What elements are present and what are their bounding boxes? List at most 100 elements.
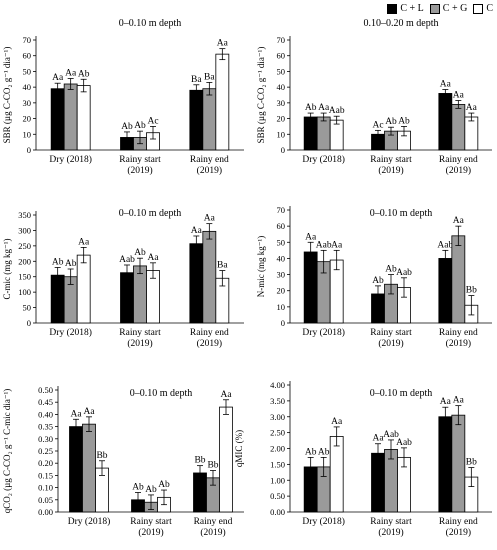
- bar: [329, 436, 344, 513]
- x-tick-label: Rainy start: [119, 328, 161, 338]
- data-label: Aab: [396, 268, 412, 278]
- y-tick-label: 70: [23, 35, 32, 45]
- y-tick-label: 60: [23, 51, 32, 61]
- data-label: Aa: [83, 407, 95, 417]
- data-label: Ab: [158, 480, 170, 490]
- x-tick-label: Rainy end: [439, 155, 478, 165]
- y-tick-label: 50: [23, 66, 32, 76]
- data-label: Aa: [220, 390, 232, 400]
- data-label: Aab: [437, 240, 453, 250]
- data-label: Ac: [372, 120, 383, 130]
- x-tick-label: (2019): [378, 338, 403, 349]
- legend-swatch-cl: [387, 3, 398, 14]
- y-tick-label: 20: [23, 114, 32, 124]
- data-label: Aa: [70, 409, 82, 419]
- y-tick-label: 0.45: [38, 397, 53, 407]
- y-tick-label: 0.30: [38, 434, 53, 444]
- data-label: Aa: [78, 237, 90, 247]
- y-tick-label: 20: [277, 114, 286, 124]
- data-label: Ab: [305, 447, 317, 457]
- data-label: Bb: [466, 458, 477, 468]
- y-tick-label: 50: [23, 303, 32, 313]
- x-tick-label: (2019): [197, 165, 222, 176]
- y-axis-label: C-mic (mg kg⁻¹): [2, 239, 12, 300]
- x-tick-label: (2019): [127, 165, 152, 176]
- bar: [69, 426, 83, 513]
- bar: [464, 116, 479, 151]
- data-label: Bb: [96, 451, 107, 461]
- y-tick-label: 0: [281, 318, 285, 328]
- y-tick-label: 10: [23, 129, 32, 139]
- bar: [82, 423, 96, 513]
- data-label: Aab: [383, 430, 399, 440]
- y-tick-label: 10: [277, 302, 286, 312]
- x-tick-label: Dry (2018): [302, 154, 344, 165]
- y-tick-label: 30: [277, 98, 286, 108]
- x-tick-label: Dry (2018): [302, 516, 344, 527]
- data-label: Aa: [147, 253, 159, 263]
- chart-title: 0–0.10 m depth: [370, 388, 433, 399]
- y-tick-label: 0.35: [38, 422, 53, 432]
- y-tick-label: 3.00: [270, 412, 285, 422]
- x-tick-label: Rainy end: [439, 517, 478, 527]
- chart-panel-6: 0–0.10 m depth qMIC (%) 0.00 0.50 1.00 1.50 2.…: [234, 380, 492, 538]
- data-label: Aab: [316, 240, 332, 250]
- data-label: Ab: [372, 276, 384, 286]
- data-label: Aa: [372, 434, 384, 444]
- bar: [438, 93, 453, 151]
- data-label: Aa: [65, 69, 77, 79]
- data-label: Aa: [331, 417, 343, 427]
- x-tick-label: Rainy end: [190, 155, 229, 165]
- data-label: Aa: [453, 396, 465, 406]
- legend-item-c: C: [473, 3, 493, 14]
- data-label: Ab: [134, 248, 146, 258]
- y-tick-label: 60: [277, 51, 286, 61]
- y-tick-label: 20: [277, 286, 286, 296]
- data-label: Aa: [331, 240, 343, 250]
- y-tick-label: 1.00: [270, 475, 285, 485]
- chart-title: 0.10–0.20 m depth: [364, 18, 439, 29]
- y-tick-label: 0.00: [270, 507, 285, 517]
- y-tick-label: 0.05: [38, 495, 53, 505]
- data-label: Ab: [318, 447, 330, 457]
- chart-panel-2: 0.10–0.20 m depth SBR (µg C-CO₂ g⁻¹ dia⁻¹…: [256, 18, 492, 176]
- y-axis-label: SBR (µg C-CO₂ g⁻¹ dia⁻¹): [2, 47, 12, 144]
- bar: [133, 265, 147, 324]
- y-axis-label: N-mic (mg kg⁻¹): [256, 236, 266, 297]
- x-tick-label: Rainy start: [370, 517, 412, 527]
- data-label: Aab: [119, 255, 135, 265]
- bar: [76, 254, 91, 324]
- x-tick-label: Dry (2018): [302, 327, 344, 338]
- chart-title: 0–0.10 m depth: [119, 208, 182, 219]
- data-label: Ab: [121, 122, 133, 132]
- data-label: Ab: [398, 116, 410, 126]
- y-axis-label: SBR (µg C-CO₂ g⁻¹ dia⁻¹): [256, 47, 266, 144]
- data-label: Ab: [385, 265, 397, 275]
- legend-item-cg: C + G: [429, 3, 468, 14]
- y-tick-label: 0: [281, 145, 285, 155]
- bar: [189, 243, 204, 324]
- x-tick-label: Dry (2018): [68, 516, 110, 527]
- chart-title: 0–0.10 m depth: [130, 388, 193, 399]
- y-tick-label: 300: [18, 225, 31, 235]
- data-label: Ab: [145, 485, 157, 495]
- data-label: Ab: [78, 69, 90, 79]
- data-label: Aa: [191, 226, 203, 236]
- x-tick-label: (2019): [378, 527, 403, 538]
- bar: [303, 116, 318, 151]
- y-tick-label: 10: [277, 129, 286, 139]
- y-tick-label: 40: [277, 82, 286, 92]
- data-label: Bb: [194, 456, 205, 466]
- chart-panel-3: 0–0.10 m depth C-mic (mg kg⁻¹) 0 50 100 150 20…: [2, 208, 244, 349]
- y-tick-label: 70: [277, 205, 286, 215]
- y-tick-label: 40: [23, 82, 32, 92]
- chart-panel-4: 0–0.10 m depth N-mic (mg kg⁻¹) 0 10 20 30 40 50…: [256, 205, 492, 349]
- legend-label-cg: C + G: [442, 3, 468, 14]
- data-label: Ba: [191, 75, 202, 85]
- data-label: Aab: [329, 106, 345, 116]
- x-tick-label: (2019): [127, 338, 152, 349]
- legend-label-cl: C + L: [400, 3, 424, 14]
- legend-swatch-cg: [429, 3, 440, 14]
- chart-title: 0–0.10 m depth: [370, 208, 433, 219]
